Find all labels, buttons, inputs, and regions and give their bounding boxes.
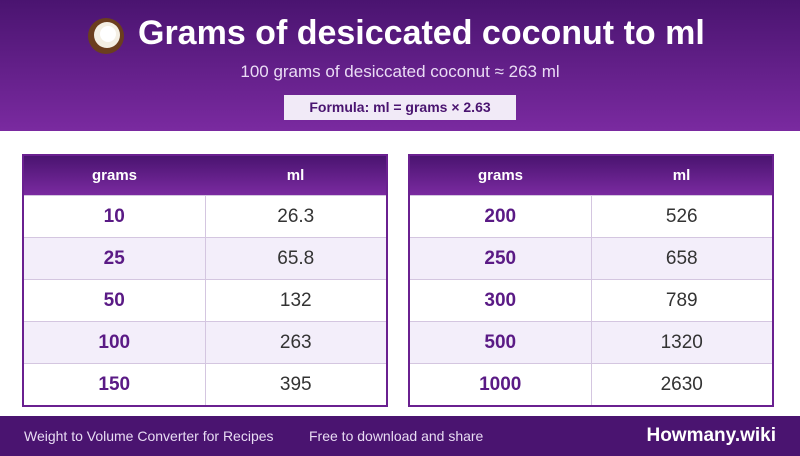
grams-cell: 25	[22, 237, 206, 280]
grams-cell: 250	[408, 237, 592, 280]
table-row: 25 65.8	[22, 237, 388, 280]
column-header: ml	[205, 155, 387, 196]
ml-cell: 65.8	[204, 237, 388, 280]
grams-cell: 200	[408, 195, 592, 238]
coconut-icon	[88, 18, 124, 54]
ml-cell: 526	[590, 195, 774, 238]
brand: Howmany.wiki	[646, 425, 776, 446]
footer: Weight to Volume Converter for Recipes F…	[0, 416, 800, 456]
header-row: grams ml	[409, 155, 773, 196]
table-row: 1000 2630	[408, 363, 774, 407]
grams-cell: 150	[22, 363, 206, 407]
ml-cell: 26.3	[204, 195, 388, 238]
header: Grams of desiccated coconut to ml 100 gr…	[0, 0, 800, 131]
table-row: 300 789	[408, 279, 774, 322]
table-row: 100 263	[22, 321, 388, 364]
grams-cell: 100	[22, 321, 206, 364]
ml-cell: 789	[590, 279, 774, 322]
grams-cell: 500	[408, 321, 592, 364]
table-row: 200 526	[408, 195, 774, 238]
footer-text: Free to download and share	[309, 428, 484, 444]
table-row: 150 395	[22, 363, 388, 407]
conversion-table: grams ml 10 26.3 25 65.8 50 132 100 263 150 395	[22, 154, 388, 407]
grams-cell: 1000	[408, 363, 592, 407]
ml-cell: 2630	[590, 363, 774, 407]
ml-cell: 658	[590, 237, 774, 280]
column-header: grams	[23, 155, 205, 196]
grams-cell: 10	[22, 195, 206, 238]
table-row: 10 26.3	[22, 195, 388, 238]
ml-cell: 1320	[590, 321, 774, 364]
header-row: grams ml	[23, 155, 387, 196]
formula: Formula: ml = grams × 2.63	[284, 95, 516, 120]
table-row: 250 658	[408, 237, 774, 280]
title: Grams of desiccated coconut to ml	[138, 14, 705, 52]
column-header: grams	[409, 155, 591, 196]
grams-cell: 50	[22, 279, 206, 322]
column-header: ml	[591, 155, 773, 196]
table-row: 500 1320	[408, 321, 774, 364]
ml-cell: 395	[204, 363, 388, 407]
conversion-table: grams ml 200 526 250 658 300 789 500 1320 1000 2630	[408, 154, 774, 407]
table-row: 50 132	[22, 279, 388, 322]
grams-cell: 300	[408, 279, 592, 322]
footer-text: Weight to Volume Converter for Recipes	[24, 428, 274, 444]
ml-cell: 132	[204, 279, 388, 322]
ml-cell: 263	[204, 321, 388, 364]
subtitle: 100 grams of desiccated coconut ≈ 263 ml	[240, 62, 560, 81]
